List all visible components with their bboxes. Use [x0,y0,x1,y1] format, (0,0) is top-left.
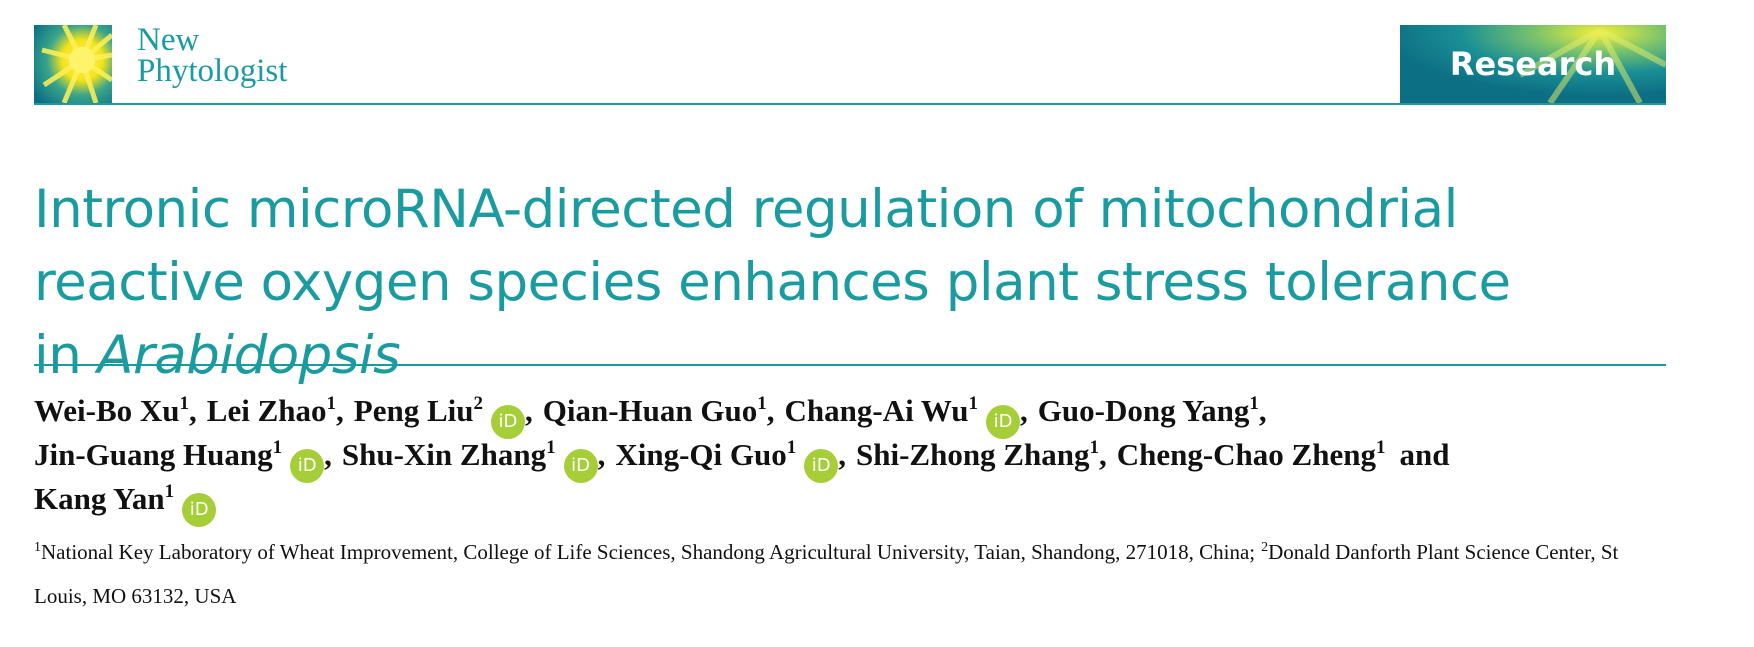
banner-background [1400,25,1666,103]
orcid-icon: iD [290,449,325,483]
journal-name-line: New [137,22,200,58]
title-text: Intronic microRNA-directed regulation of… [34,179,1511,386]
separator: , [1020,393,1028,428]
author: Qian-Huan Guo1, [543,393,785,428]
orcid-icon: iD [563,449,598,483]
affiliation-mark: 1 [546,437,556,458]
affiliation-mark: 1 [164,481,175,502]
title-italic: Arabidopsis [97,325,401,386]
author: Shi-Zhong Zhang1, [856,437,1117,472]
affiliation-text: National Key Laboratory of Wheat Improve… [41,540,1256,564]
author-line: Kang Yan1 iD [34,477,1666,527]
author-name: Lei Zhao [206,393,327,428]
journal-header: New Phytologist Research [34,22,1666,105]
affiliation-mark: 1 [968,393,979,414]
author-name: Chang-Ai Wu [784,393,969,428]
author: Shu-Xin Zhang1 iD, [341,437,615,483]
author-name: Shu-Xin Zhang [341,437,547,472]
article-title: Intronic microRNA-directed regulation of… [34,173,1666,392]
separator: , [324,437,332,472]
affiliation-mark: 1 [326,393,337,414]
author-name: Guo-Dong Yang [1037,393,1250,428]
affiliation-mark: 1 [1249,393,1259,414]
affiliation-mark: 1 [757,393,767,414]
section-banner: Research [1400,25,1666,103]
affiliation-mark: 1 [1375,437,1386,458]
author: Jin-Guang Huang1 iD, [34,437,342,483]
affiliation-mark: 1 [272,437,283,458]
author-name: Kang Yan [34,481,165,516]
affiliation-text: Donald Danforth Plant Science Center, St… [34,540,1619,608]
affiliation-mark: 2 [1261,540,1269,555]
author-name: Jin-Guang Huang [34,437,273,472]
section-label: Research [1449,45,1617,83]
separator: , [1258,393,1267,428]
author-list: Wei-Bo Xu1, Lei Zhao1, Peng Liu2iD, Qian-Hu… [34,389,1666,527]
author: Xing-Qi Guo1 iD, [615,437,856,483]
journal-logo [34,25,112,103]
separator: , [597,437,606,472]
orcid-icon: iD [804,449,839,483]
author-name: Cheng-Chao Zheng [1116,437,1376,472]
affiliation: 2Donald Danforth Plant Science Center, S… [34,540,1618,608]
author-line: Jin-Guang Huang1iD, Shu-Xin Zhang1iD, Xing… [34,433,1666,483]
affiliations: 1National Key Laboratory of Wheat Improv… [34,530,1649,618]
author-name: Xing-Qi Guo [615,437,787,472]
author: Lei Zhao1, [207,393,354,428]
separator: , [1098,437,1107,472]
author-name: Wei-Bo Xu [34,393,180,428]
affiliation-mark: 1 [1089,437,1099,458]
author-line: Wei-Bo Xu1, Lei Zhao1, Peng Liu2iD, Qian-Hu… [34,389,1666,439]
author-name: Shi-Zhong Zhang [855,437,1090,472]
author: Kang Yan1 iD [34,481,217,527]
affiliation-mark: 1 [34,540,41,555]
journal-name: New Phytologist [137,22,288,89]
separator: and [1399,437,1450,472]
author-name: Qian-Huan Guo [542,393,758,428]
affiliation-mark: 1 [786,437,797,458]
orcid-icon: iD [490,405,525,439]
separator: , [336,393,344,428]
author: Guo-Dong Yang1, [1038,393,1277,428]
orcid-icon: iD [986,405,1021,439]
author-name: Peng Liu [353,393,474,428]
title-rule [34,364,1666,366]
separator: , [189,393,197,428]
author: Cheng-Chao Zheng1 and [1117,437,1460,472]
separator: , [766,393,775,428]
affiliation: 1National Key Laboratory of Wheat Improv… [34,540,1255,564]
affiliation-mark: 1 [179,393,190,414]
separator: , [524,393,533,428]
separator: , [838,437,846,472]
journal-name-line: Phytologist [137,53,288,89]
author: Chang-Ai Wu1 iD, [784,393,1037,439]
orcid-icon: iD [182,493,217,527]
author: Wei-Bo Xu1, [34,393,207,428]
affiliation-mark: 2 [473,393,483,414]
author: Peng Liu2 iD, [353,393,543,439]
